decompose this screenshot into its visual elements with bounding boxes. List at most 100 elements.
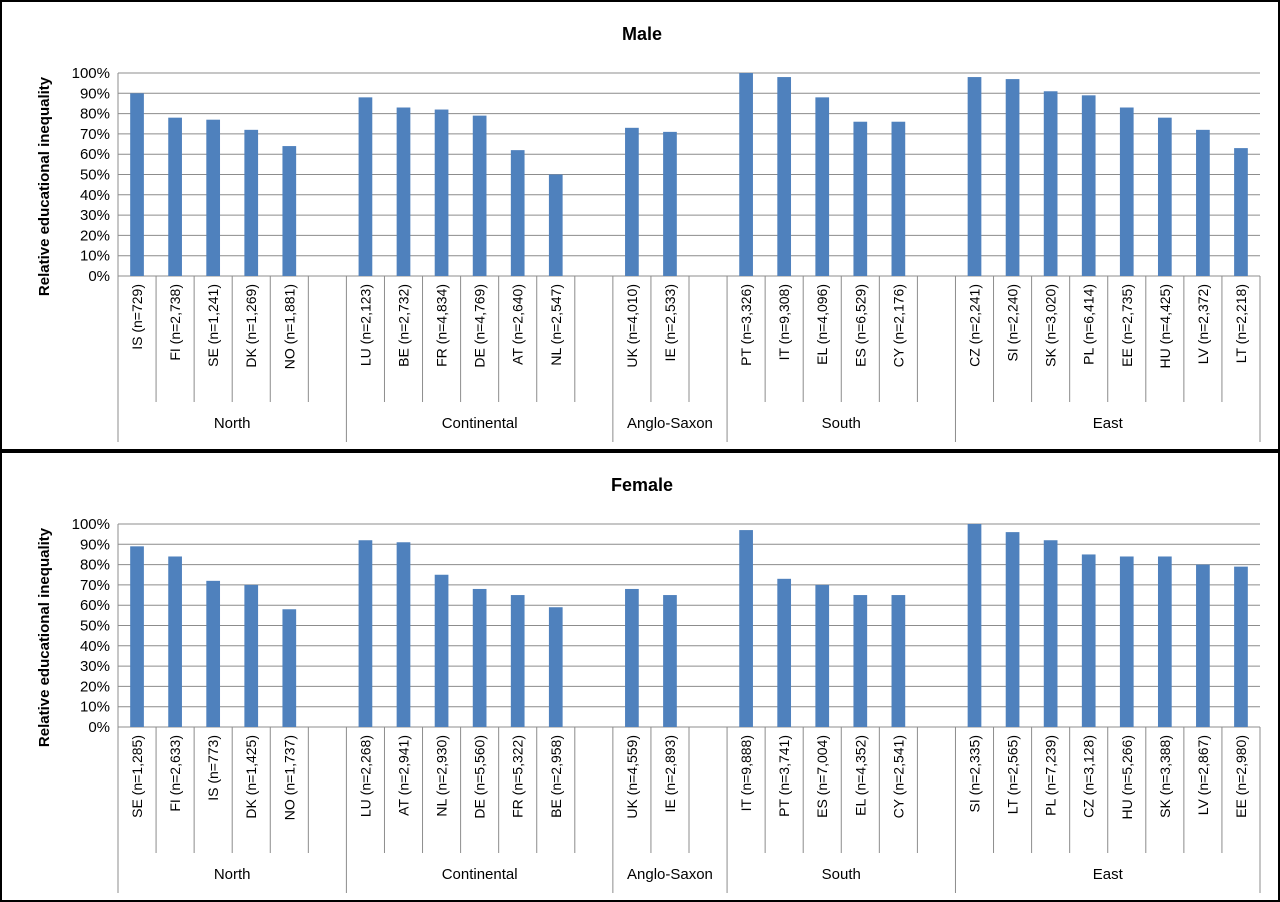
- category-label: AT (n=2,941): [396, 735, 412, 816]
- category-label: CZ (n=3,128): [1081, 735, 1097, 818]
- bar: [739, 530, 753, 727]
- y-tick-label: 100%: [72, 65, 110, 82]
- bar: [891, 595, 906, 727]
- group-label: North: [214, 866, 251, 883]
- y-tick-label: 30%: [80, 658, 110, 675]
- y-axis-label: Relative educational inequality: [36, 527, 53, 747]
- category-label: IS (n=773): [205, 735, 221, 801]
- bar: [777, 578, 792, 727]
- bar: [434, 109, 449, 276]
- category-label: PT (n=3,326): [738, 284, 754, 366]
- bar: [1043, 91, 1058, 277]
- bar: [1081, 95, 1096, 276]
- category-label: BE (n=2,732): [396, 284, 412, 367]
- bar: [282, 146, 297, 276]
- bar: [396, 542, 411, 727]
- bar: [1234, 148, 1248, 276]
- category-label: IT (n=9,888): [738, 735, 754, 811]
- y-tick-label: 90%: [80, 536, 110, 553]
- bar: [510, 595, 525, 727]
- category-label: UK (n=4,559): [624, 735, 640, 819]
- female-panel: Female Relative educational inequality 0% 1…: [0, 451, 1280, 902]
- category-label: LU (n=2,268): [357, 735, 373, 817]
- y-tick-label: 100%: [72, 516, 110, 533]
- bar: [1043, 540, 1058, 727]
- category-label: NO (n=1,737): [281, 735, 297, 820]
- y-tick-label: 80%: [80, 106, 110, 123]
- group-label: East: [1093, 866, 1124, 883]
- bar: [168, 556, 182, 727]
- y-tick-label: 60%: [80, 597, 110, 614]
- category-label: NL (n=2,930): [434, 735, 450, 817]
- bar: [510, 150, 525, 276]
- bar: [244, 584, 259, 727]
- category-label: AT (n=2,640): [510, 284, 526, 365]
- category-label: LV (n=2,867): [1195, 735, 1211, 815]
- category-label: CY (n=2,541): [890, 735, 906, 818]
- bar: [1157, 556, 1172, 727]
- bar: [282, 609, 297, 727]
- bar: [130, 93, 144, 276]
- y-tick-label: 60%: [80, 146, 110, 163]
- bar: [548, 607, 563, 727]
- y-tick-label: 0%: [88, 268, 110, 285]
- category-label: BE (n=2,958): [548, 735, 564, 818]
- category-label: FR (n=5,322): [510, 735, 526, 818]
- bar: [853, 595, 868, 727]
- category-label: DE (n=5,560): [472, 735, 488, 819]
- category-label: PT (n=3,741): [776, 735, 792, 817]
- category-label: EE (n=2,980): [1233, 735, 1249, 818]
- category-label: SE (n=1,241): [205, 284, 221, 367]
- bar: [358, 540, 373, 727]
- group-label: Anglo-Saxon: [627, 866, 713, 883]
- bar: [663, 131, 677, 276]
- bar: [434, 574, 449, 727]
- category-label: FI (n=2,633): [167, 735, 183, 812]
- bar: [1119, 556, 1134, 727]
- category-label: FI (n=2,738): [167, 284, 183, 361]
- group-label: Anglo-Saxon: [627, 415, 713, 432]
- category-label: SK (n=3,020): [1043, 284, 1059, 367]
- chart-title: Male: [622, 24, 662, 44]
- category-label: DE (n=4,769): [472, 284, 488, 368]
- category-label: NL (n=2,547): [548, 284, 564, 366]
- y-tick-label: 0%: [88, 719, 110, 736]
- bar: [548, 174, 563, 276]
- category-label: SE (n=1,285): [129, 735, 145, 818]
- y-tick-label: 20%: [80, 678, 110, 695]
- group-label: Continental: [442, 866, 518, 883]
- category-label: CY (n=2,176): [890, 284, 906, 367]
- bar: [625, 588, 639, 727]
- chart-title: Female: [611, 475, 673, 495]
- bar: [1119, 107, 1134, 276]
- bar: [206, 580, 221, 727]
- bar: [663, 595, 677, 727]
- y-tick-label: 20%: [80, 227, 110, 244]
- bar: [625, 127, 639, 276]
- category-label: DK (n=1,269): [243, 284, 259, 368]
- category-label: SK (n=3,388): [1157, 735, 1173, 818]
- category-label: HU (n=5,266): [1119, 735, 1135, 819]
- bar: [130, 546, 144, 727]
- bar: [1157, 117, 1172, 276]
- y-tick-label: 70%: [80, 126, 110, 143]
- bar: [1196, 564, 1210, 727]
- bar: [891, 121, 906, 276]
- category-label: IT (n=9,308): [776, 284, 792, 360]
- bar: [206, 119, 221, 276]
- category-label: HU (n=4,425): [1157, 284, 1173, 368]
- category-label: SI (n=2,240): [1005, 284, 1021, 361]
- category-label: IE (n=2,533): [662, 284, 678, 361]
- category-label: CZ (n=2,241): [967, 284, 983, 367]
- bar: [1005, 79, 1020, 276]
- bar: [472, 115, 487, 276]
- category-label: EL (n=4,096): [814, 284, 830, 365]
- category-label: FR (n=4,834): [434, 284, 450, 367]
- category-label: ES (n=7,004): [814, 735, 830, 818]
- category-label: PL (n=6,414): [1081, 284, 1097, 365]
- bar: [815, 584, 830, 727]
- y-tick-label: 90%: [80, 85, 110, 102]
- category-label: SI (n=2,335): [967, 735, 983, 812]
- y-axis-label: Relative educational inequality: [36, 76, 53, 296]
